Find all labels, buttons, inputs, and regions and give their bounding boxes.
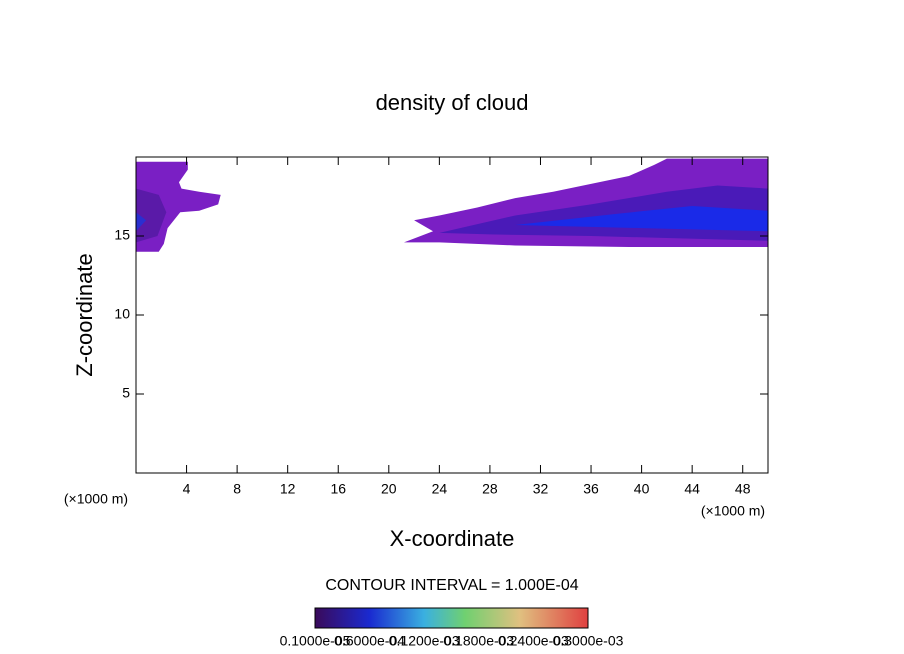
x-tick-label: 32 — [533, 481, 549, 497]
contour-interval: CONTOUR INTERVAL = 1.000E-04 — [325, 577, 578, 594]
x-tick-label: 20 — [381, 481, 397, 497]
x-tick-label: 8 — [233, 481, 241, 497]
colorbar-label: 0.1200e-03 — [389, 633, 460, 649]
contour-region — [136, 212, 147, 232]
y-unit: (×1000 m) — [701, 503, 765, 519]
x-tick-label: 36 — [583, 481, 599, 497]
x-tick-label: 24 — [432, 481, 448, 497]
chart-title: density of cloud — [376, 90, 529, 115]
colorbar-label: 0.1800e-03 — [443, 633, 514, 649]
x-tick-label: 48 — [735, 481, 751, 497]
contour-region — [136, 188, 167, 243]
colorbar-label: 0.1000e-05 — [280, 633, 351, 649]
x-tick-label: 40 — [634, 481, 650, 497]
plot-area — [136, 158, 768, 252]
y-tick-label: 5 — [122, 385, 130, 401]
contour-region — [515, 205, 768, 232]
colorbar — [314, 607, 589, 629]
x-tick-label: 16 — [330, 481, 346, 497]
colorbar-label: 0.2400e-03 — [498, 633, 569, 649]
x-tick-label: 4 — [183, 481, 191, 497]
x-axis-label: X-coordinate — [390, 526, 515, 551]
colorbar-label: 0.6000e-04 — [334, 633, 405, 649]
y-axis-label: Z-coordinate — [72, 253, 97, 377]
x-tick-label: 12 — [280, 481, 296, 497]
colorbar-label: 0.3000e-03 — [553, 633, 624, 649]
x-tick-label: 44 — [684, 481, 700, 497]
y-tick-label: 15 — [114, 227, 130, 243]
x-tick-label: 28 — [482, 481, 498, 497]
y-tick-label: 10 — [114, 306, 130, 322]
x-unit: (×1000 m) — [64, 491, 128, 507]
